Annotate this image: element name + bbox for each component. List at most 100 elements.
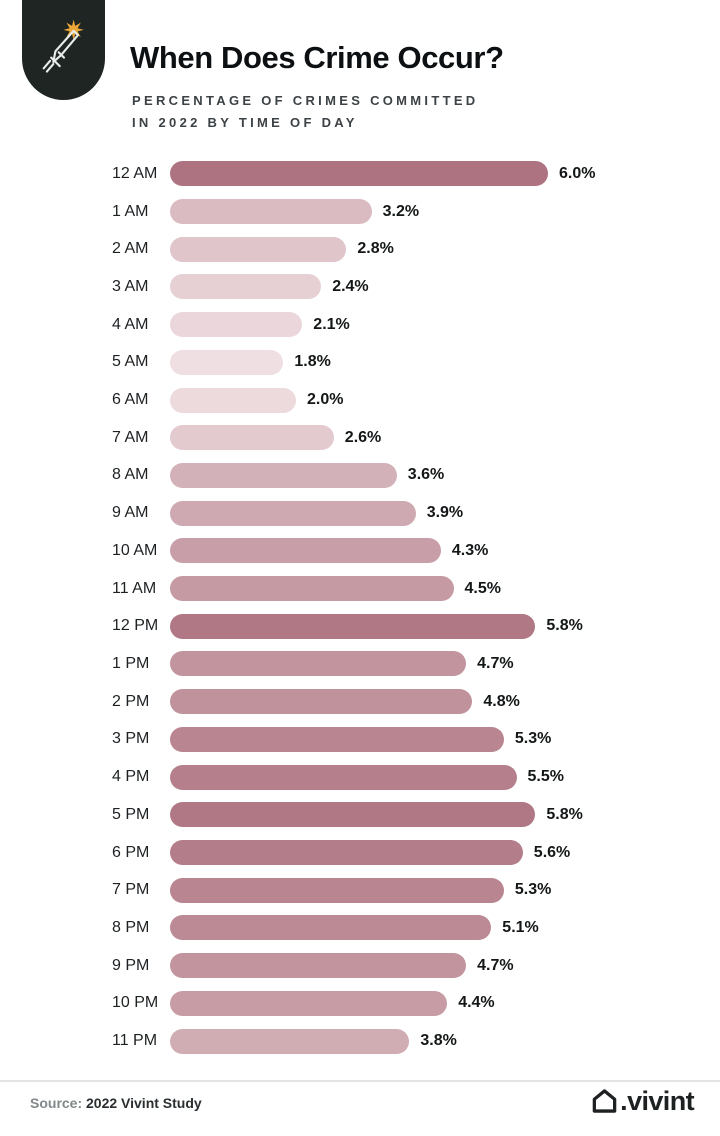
bar-label: 9 AM [112, 504, 149, 522]
bar [170, 462, 397, 488]
chart-row: 7 AM 2.6% [0, 419, 720, 457]
brand-text: .vivint [620, 1086, 694, 1116]
source-note: Source: 2022 Vivint Study [30, 1095, 202, 1111]
bar-value: 4.8% [483, 692, 520, 710]
footer-divider [0, 1080, 720, 1082]
bar [170, 387, 296, 413]
bar-value: 4.3% [451, 541, 489, 559]
bar [170, 840, 523, 865]
bar-value: 4.7% [477, 956, 514, 974]
bar-value: 5.3% [514, 730, 552, 748]
bar [170, 199, 372, 225]
bar-value: 4.5% [464, 579, 501, 597]
bar [170, 425, 334, 451]
bar [170, 312, 303, 338]
bar-label: 8 AM [112, 466, 149, 484]
source-label: Source: [30, 1095, 83, 1111]
bar-value: 5.5% [527, 768, 564, 786]
bar-label: 7 AM [112, 428, 149, 446]
chart-row: 1 PM 4.7% [0, 645, 720, 683]
bar [170, 915, 492, 941]
page-subtitle-line1: PERCENTAGE OF CRIMES COMMITTED [132, 93, 479, 108]
bar-label: 5 PM [112, 805, 150, 823]
bar-label: 5 AM [112, 353, 149, 371]
chart-row: 1 AM 3.2% [0, 193, 720, 231]
bar [170, 877, 504, 903]
bar-value: 2.1% [313, 315, 350, 333]
bar-label: 3 AM [112, 277, 149, 295]
bar [170, 689, 473, 715]
bar-value: 3.6% [407, 466, 445, 484]
bar-label: 2 PM [112, 692, 150, 710]
chart-row: 4 PM 5.5% [0, 758, 720, 796]
bar [170, 651, 467, 677]
bar [170, 1028, 410, 1054]
crime-badge [22, 0, 105, 100]
bar [170, 764, 517, 790]
chart-row: 11 AM 4.5% [0, 570, 720, 608]
bar-label: 2 AM [112, 240, 149, 258]
chart-row: 10 PM 4.4% [0, 984, 720, 1022]
chart-row: 4 AM 2.1% [0, 306, 720, 344]
bar-label: 11 AM [112, 579, 157, 597]
chart-row: 9 PM 4.7% [0, 947, 720, 985]
chart-row: 6 AM 2.0% [0, 381, 720, 419]
chart-row: 2 AM 2.8% [0, 230, 720, 268]
bar-label: 10 PM [112, 994, 159, 1012]
chart-row: 12 AM 6.0% [0, 155, 720, 193]
bar-value: 5.6% [533, 843, 571, 861]
bar-value: 6.0% [559, 164, 596, 182]
bar [170, 613, 536, 639]
bar-value: 2.6% [344, 428, 382, 446]
bar-value: 5.3% [514, 881, 552, 899]
chart-row: 11 PM 3.8% [0, 1022, 720, 1060]
bar [170, 274, 322, 300]
bar [170, 161, 548, 187]
chart-row: 8 PM 5.1% [0, 909, 720, 947]
bar-value: 5.8% [546, 805, 583, 823]
source-text: 2022 Vivint Study [82, 1095, 202, 1111]
burst-shape [62, 19, 84, 40]
bar-value: 2.0% [307, 391, 344, 409]
bar-label: 9 PM [112, 956, 150, 974]
bar-value: 3.2% [382, 202, 420, 220]
page-subtitle-line2: IN 2022 BY TIME OF DAY [132, 115, 358, 130]
bar-label: 6 AM [112, 391, 149, 409]
vivint-logo: .vivint [590, 1086, 695, 1116]
page-subtitle: PERCENTAGE OF CRIMES COMMITTED IN 2022 B… [132, 90, 478, 134]
bar-label: 12 PM [112, 617, 159, 635]
bar [170, 236, 347, 262]
bar [170, 500, 416, 526]
bar-label: 10 AM [112, 541, 158, 559]
house-icon [590, 1087, 619, 1115]
bar-value: 5.8% [546, 617, 583, 635]
chart-row: 7 PM 5.3% [0, 871, 720, 909]
bar-value: 2.4% [332, 277, 369, 295]
chart-row: 5 PM 5.8% [0, 796, 720, 834]
bar [170, 576, 454, 602]
bar-label: 4 PM [112, 768, 150, 786]
bar [170, 538, 441, 564]
bar-label: 4 AM [112, 315, 149, 333]
chart-row: 3 AM 2.4% [0, 268, 720, 306]
bar-value: 3.8% [420, 1032, 457, 1050]
chart-row: 10 AM 4.3% [0, 532, 720, 570]
bar [170, 990, 448, 1016]
bar [170, 349, 284, 375]
bar-value: 4.4% [458, 994, 495, 1012]
chart-row: 6 PM 5.6% [0, 834, 720, 872]
chart-row: 8 AM 3.6% [0, 457, 720, 495]
bar-value: 2.8% [357, 240, 394, 258]
bar-value: 5.1% [502, 918, 539, 936]
bar [170, 802, 536, 828]
bar [170, 953, 467, 979]
page-title: When Does Crime Occur? [130, 40, 504, 75]
bar-value: 4.7% [477, 654, 514, 672]
bar-value: 1.8% [294, 353, 331, 371]
bar-label: 8 PM [112, 918, 150, 936]
knife-burst-icon [39, 17, 89, 84]
bar-label: 11 PM [112, 1032, 158, 1050]
bar-chart: 12 AM 6.0% 1 AM 3.2% 2 AM 2.8% 3 AM 2.4%… [0, 155, 720, 1060]
bar-label: 7 PM [112, 881, 150, 899]
bar-label: 1 AM [112, 202, 149, 220]
